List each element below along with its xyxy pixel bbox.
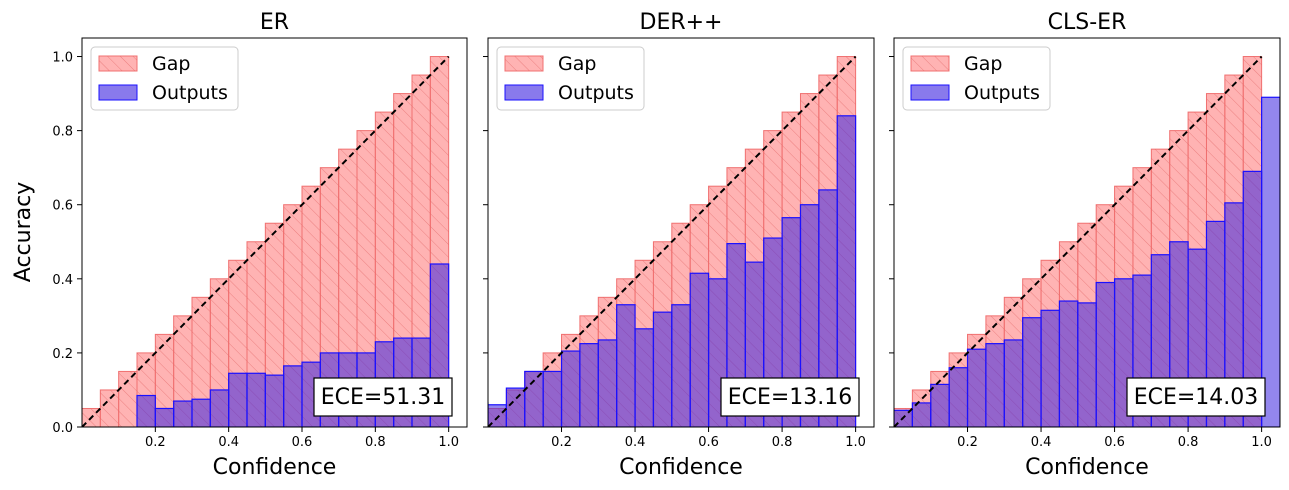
output-bar	[209, 389, 230, 427]
ece-label: ECE=13.16	[728, 385, 853, 410]
ece-box	[313, 377, 453, 417]
legend-outputs-label: Outputs	[152, 82, 228, 104]
output-bar	[597, 339, 618, 427]
output-bar	[616, 304, 636, 427]
gap-hatch	[118, 371, 137, 427]
output-bar	[154, 407, 175, 427]
output-bar	[505, 387, 526, 427]
perfect-calibration-line	[894, 55, 1263, 427]
x-tick-label: 0.6	[292, 435, 313, 450]
legend-gap-hatch	[911, 56, 949, 71]
output-bar	[948, 367, 969, 427]
x-tick-label: 0.2	[145, 435, 166, 450]
panel-title: ER	[260, 10, 289, 35]
x-tick-label: 0.8	[772, 435, 793, 450]
panel-3: 0.2 0.4 0.6 0.8 1.0 CLS-ER Confidence Gap Output…	[889, 10, 1281, 480]
plot-area	[82, 55, 450, 427]
plot-area	[894, 55, 1280, 427]
x-tick-label: 0.2	[551, 435, 572, 450]
x-tick-label: 1.0	[1251, 435, 1272, 450]
output-bar	[652, 311, 673, 427]
axes-frame	[487, 37, 875, 428]
ece-label: ECE=14.03	[1134, 385, 1259, 410]
gap-hatch	[155, 334, 174, 427]
legend-gap-hatch	[505, 56, 543, 71]
x-tick-label: 0.4	[1031, 435, 1052, 450]
output-bar	[1040, 309, 1061, 427]
legend: Gap Outputs	[90, 46, 239, 111]
y-tick-label: 0.4	[52, 273, 73, 288]
x-tick-label: 0.4	[218, 435, 239, 450]
output-bar	[836, 115, 857, 427]
x-tick-label: 1.0	[845, 435, 866, 450]
gap-hatch	[192, 297, 211, 427]
output-bar	[911, 402, 932, 427]
output-bar	[191, 398, 211, 427]
output-bar	[488, 402, 489, 427]
plot-area	[488, 55, 857, 427]
output-bar	[560, 350, 581, 427]
legend-outputs-label: Outputs	[964, 82, 1040, 104]
legend: Gap Outputs	[496, 46, 645, 111]
legend-gap-hatch	[99, 56, 137, 71]
x-tick-label: 0.2	[957, 435, 978, 450]
ece-label: ECE=51.31	[321, 385, 446, 410]
output-bar	[173, 400, 193, 427]
perfect-calibration-line	[82, 55, 450, 427]
y-tick-label: 0.6	[52, 199, 73, 214]
legend-gap-label: Gap	[558, 53, 596, 75]
panel-1: 0.2 0.4 0.6 0.8 1.0 0.0 0.2 0.4 0.6 0.8 1.0 ER Confi…	[52, 10, 468, 480]
output-bar	[1077, 302, 1097, 427]
x-axis-label: Confidence	[619, 455, 743, 480]
ece-box	[1126, 377, 1266, 417]
output-bar	[1095, 281, 1116, 427]
legend-outputs-label: Outputs	[558, 82, 634, 104]
output-bar	[228, 372, 248, 427]
panel-2: 0.2 0.4 0.6 0.8 1.0 DER++ Confidence Gap Outputs…	[483, 10, 875, 480]
legend-outputs-swatch	[504, 84, 544, 101]
perfect-calibration-line	[488, 55, 857, 427]
output-bar	[689, 272, 710, 427]
output-bar	[542, 370, 563, 427]
legend-gap-label: Gap	[964, 53, 1002, 75]
output-bar	[1022, 317, 1042, 427]
x-tick-label: 0.8	[365, 435, 386, 450]
panel-title: DER++	[640, 10, 723, 35]
axes-frame	[893, 37, 1281, 428]
output-bar	[985, 343, 1005, 427]
y-tick-label: 0.8	[52, 125, 73, 140]
x-tick-label: 0.8	[1178, 435, 1199, 450]
output-bar	[264, 374, 285, 427]
y-tick-label: 0.0	[52, 421, 73, 436]
legend-gap-label: Gap	[152, 53, 190, 75]
output-bar	[966, 348, 987, 427]
ece-box	[720, 377, 860, 417]
output-bar	[930, 383, 950, 427]
legend-outputs-swatch	[910, 84, 950, 101]
x-tick-label: 0.4	[625, 435, 646, 450]
gap-hatch	[173, 315, 192, 427]
x-tick-label: 0.6	[698, 435, 719, 450]
y-tick-label: 1.0	[52, 51, 73, 66]
legend: Gap Outputs	[902, 46, 1051, 111]
output-bar	[283, 365, 303, 427]
gap-hatch	[100, 389, 119, 427]
output-bar	[136, 394, 156, 427]
output-bar	[579, 343, 599, 427]
output-bar	[1003, 339, 1024, 427]
x-axis-label: Confidence	[213, 455, 337, 480]
axes-frame	[81, 37, 468, 428]
x-axis-label: Confidence	[1025, 455, 1149, 480]
y-tick-label: 0.2	[52, 347, 73, 362]
panel-title: CLS-ER	[1048, 10, 1127, 35]
x-tick-label: 1.0	[438, 435, 459, 450]
output-bar	[634, 328, 655, 427]
x-tick-label: 0.6	[1104, 435, 1125, 450]
output-bar	[1058, 300, 1079, 427]
output-bar	[671, 304, 691, 427]
legend-outputs-swatch	[98, 84, 138, 101]
y-axis-label: Accuracy	[11, 182, 36, 282]
output-bar	[246, 372, 266, 427]
